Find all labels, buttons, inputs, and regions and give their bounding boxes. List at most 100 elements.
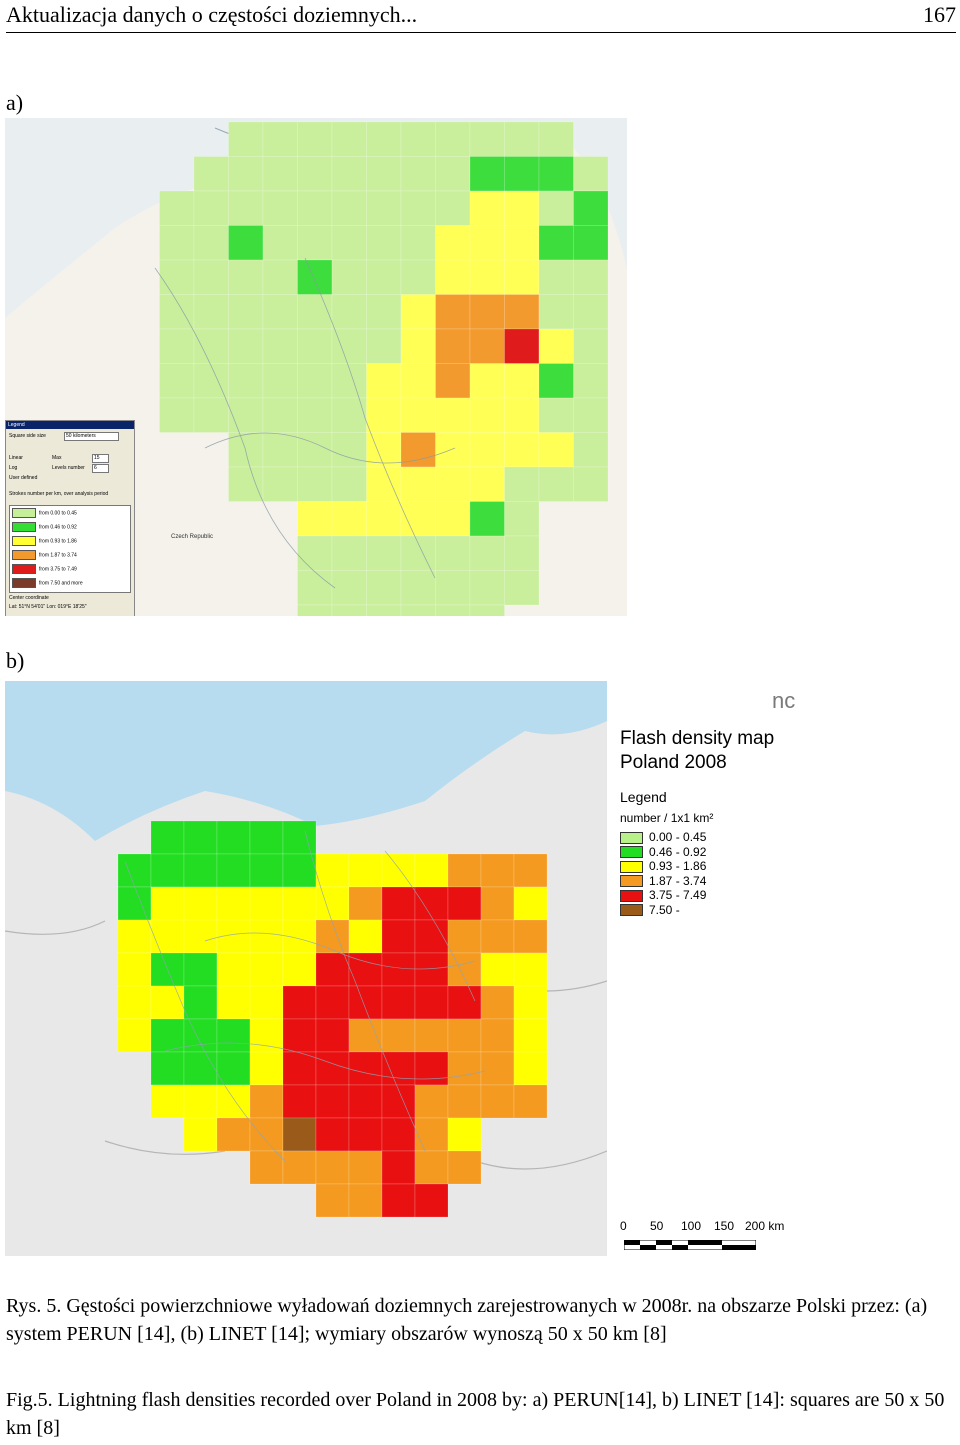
density-cell	[435, 225, 471, 261]
density-cell	[538, 397, 574, 433]
density-cell	[150, 886, 185, 921]
density-cell	[282, 985, 317, 1020]
scale-option-user[interactable]: User defined	[9, 475, 38, 481]
max-input[interactable]: 15	[92, 454, 109, 463]
density-cell	[513, 886, 548, 921]
density-cell	[538, 121, 574, 157]
levels-label: Levels number	[52, 465, 85, 471]
density-cell	[469, 466, 505, 502]
density-cell	[573, 225, 609, 261]
density-cell	[331, 225, 367, 261]
density-cell	[228, 363, 264, 399]
density-cell	[315, 1117, 350, 1152]
density-cell	[117, 1018, 152, 1053]
density-cell	[348, 1018, 383, 1053]
density-cell	[504, 466, 540, 502]
legend-swatch	[620, 875, 643, 888]
density-cell	[159, 363, 195, 399]
density-cell	[282, 952, 317, 987]
density-cell	[348, 985, 383, 1020]
density-cell	[183, 820, 218, 855]
density-cell	[447, 1117, 482, 1152]
density-cell	[297, 397, 333, 433]
legend-swatch	[620, 889, 643, 902]
density-cell	[249, 853, 284, 888]
perun-grid-map: Czech Republic	[5, 118, 627, 616]
density-cell	[573, 294, 609, 330]
scale-option-log[interactable]: Log	[9, 465, 18, 471]
density-cell	[183, 853, 218, 888]
density-cell	[469, 432, 505, 468]
density-cell	[249, 952, 284, 987]
density-cell	[381, 919, 416, 954]
density-cell	[469, 501, 505, 537]
density-cell	[297, 570, 333, 606]
legend-panel-title: Legend	[6, 421, 134, 429]
legend-class-row: from 0.93 to 1.86	[12, 536, 77, 546]
density-cell	[469, 294, 505, 330]
density-cell	[381, 886, 416, 921]
logo-fragment: nc	[772, 688, 796, 713]
density-cell	[315, 1018, 350, 1053]
density-cell	[414, 886, 449, 921]
density-cell	[513, 1051, 548, 1086]
density-cell	[513, 1018, 548, 1053]
density-cell	[183, 985, 218, 1020]
density-cell	[504, 432, 540, 468]
density-cell	[469, 570, 505, 606]
density-cell	[480, 919, 515, 954]
density-cell	[228, 225, 264, 261]
density-cell	[282, 1084, 317, 1119]
density-cell	[400, 363, 436, 399]
density-cell	[538, 328, 574, 364]
density-cell	[573, 432, 609, 468]
density-cell	[480, 985, 515, 1020]
square-side-label: Square side size	[9, 433, 46, 439]
density-cell	[282, 886, 317, 921]
legend-class-row: from 1.87 to 3.74	[12, 550, 77, 560]
square-side-select[interactable]: 50 kilometers	[64, 432, 119, 441]
density-cell	[193, 328, 229, 364]
density-cell	[414, 1084, 449, 1119]
density-cell	[159, 259, 195, 295]
legend-title: Legend	[620, 789, 667, 805]
density-cell	[297, 432, 333, 468]
density-cell	[469, 363, 505, 399]
density-cell	[216, 1084, 251, 1119]
density-cell	[262, 363, 298, 399]
density-cell	[228, 328, 264, 364]
density-cell	[117, 985, 152, 1020]
density-cell	[228, 156, 264, 192]
density-cell	[183, 952, 218, 987]
density-cell	[193, 190, 229, 226]
density-cell	[282, 1051, 317, 1086]
scale-option-linear[interactable]: Linear	[9, 455, 23, 461]
density-cell	[262, 466, 298, 502]
strokes-label: Strokes number per km, over analysis per…	[9, 491, 109, 497]
density-cell	[538, 432, 574, 468]
density-cell	[249, 820, 284, 855]
density-cell	[315, 919, 350, 954]
density-cell	[228, 466, 264, 502]
density-cell	[331, 121, 367, 157]
max-label: Max	[52, 455, 62, 461]
density-cell	[538, 294, 574, 330]
density-cell	[159, 225, 195, 261]
density-cell	[573, 363, 609, 399]
density-cell	[504, 121, 540, 157]
levels-input[interactable]: 6	[92, 464, 109, 473]
density-cell	[400, 156, 436, 192]
density-cell	[216, 1051, 251, 1086]
density-cell	[414, 853, 449, 888]
density-cell	[435, 432, 471, 468]
figure-a-label: a)	[6, 90, 24, 115]
legend-swatch	[12, 508, 36, 518]
density-cell	[504, 294, 540, 330]
legend-class-row: 7.50 -	[620, 903, 706, 918]
density-cell	[348, 1117, 383, 1152]
density-cell	[480, 1084, 515, 1119]
density-cell	[228, 397, 264, 433]
map-title-line2: Poland 2008	[620, 752, 727, 773]
density-cell	[216, 853, 251, 888]
density-cell	[400, 328, 436, 364]
